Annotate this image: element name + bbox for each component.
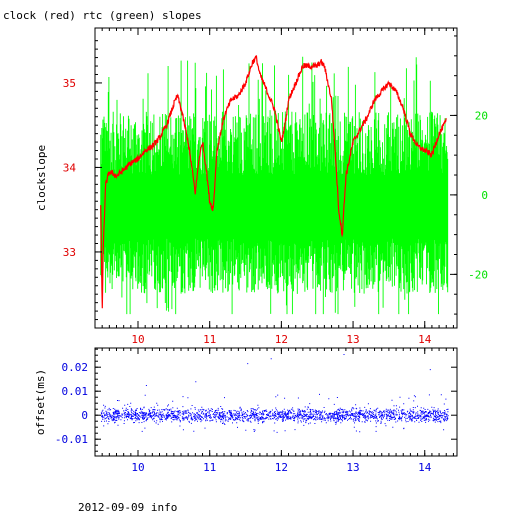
rtc-slope-series xyxy=(100,56,449,315)
y-tick-label: 34 xyxy=(63,161,77,174)
offset-x-tick-label: 14 xyxy=(418,461,432,474)
chart-title: clock (red) rtc (green) slopes xyxy=(3,9,202,22)
offset-y-tick-label: -0.01 xyxy=(55,433,88,446)
clock-slope-series xyxy=(100,55,447,309)
y2-tick-label: 20 xyxy=(475,109,488,122)
slope-axis-ticks: 10 11 12 13 14 33 34 35 20 0 -20 xyxy=(63,28,488,346)
rtc-slope-trace xyxy=(100,56,449,315)
offset-axis-ticks: 10 11 12 13 14 0.02 0.01 0 -0.01 xyxy=(55,348,457,474)
x-tick-label: 13 xyxy=(346,333,359,346)
offset-y-axis-label: offset(ms) xyxy=(34,369,47,435)
offset-points xyxy=(100,354,449,433)
y2-tick-label: 0 xyxy=(481,189,488,202)
offset-x-tick-label: 11 xyxy=(203,461,216,474)
y-tick-label: 35 xyxy=(63,77,76,90)
slope-plot-frame xyxy=(94,27,458,329)
slope-panel: 10 11 12 13 14 33 34 35 20 0 -20 clockslope xyxy=(35,27,488,346)
footer-date-info: 2012-09-09 info xyxy=(78,501,177,512)
offset-y-tick-label: 0.01 xyxy=(62,385,89,398)
slope-y-axis-label: clockslope xyxy=(35,145,48,211)
offset-y-tick-label: 0.02 xyxy=(62,361,89,374)
offset-y-tick-label: 0 xyxy=(81,409,88,422)
y2-tick-label: -20 xyxy=(468,268,488,281)
x-tick-label: 10 xyxy=(131,333,144,346)
offset-series xyxy=(100,354,449,433)
clock-slope-line xyxy=(100,55,447,309)
offset-x-tick-label: 10 xyxy=(131,461,144,474)
offset-x-tick-label: 13 xyxy=(346,461,359,474)
x-tick-label: 11 xyxy=(203,333,216,346)
offset-panel: 10 11 12 13 14 0.02 0.01 0 -0.01 offset(ms) xyxy=(34,347,458,474)
x-tick-label: 12 xyxy=(275,333,288,346)
offset-plot-frame xyxy=(94,347,458,457)
y-tick-label: 33 xyxy=(63,246,76,259)
x-tick-label: 14 xyxy=(418,333,432,346)
offset-x-tick-label: 12 xyxy=(275,461,288,474)
